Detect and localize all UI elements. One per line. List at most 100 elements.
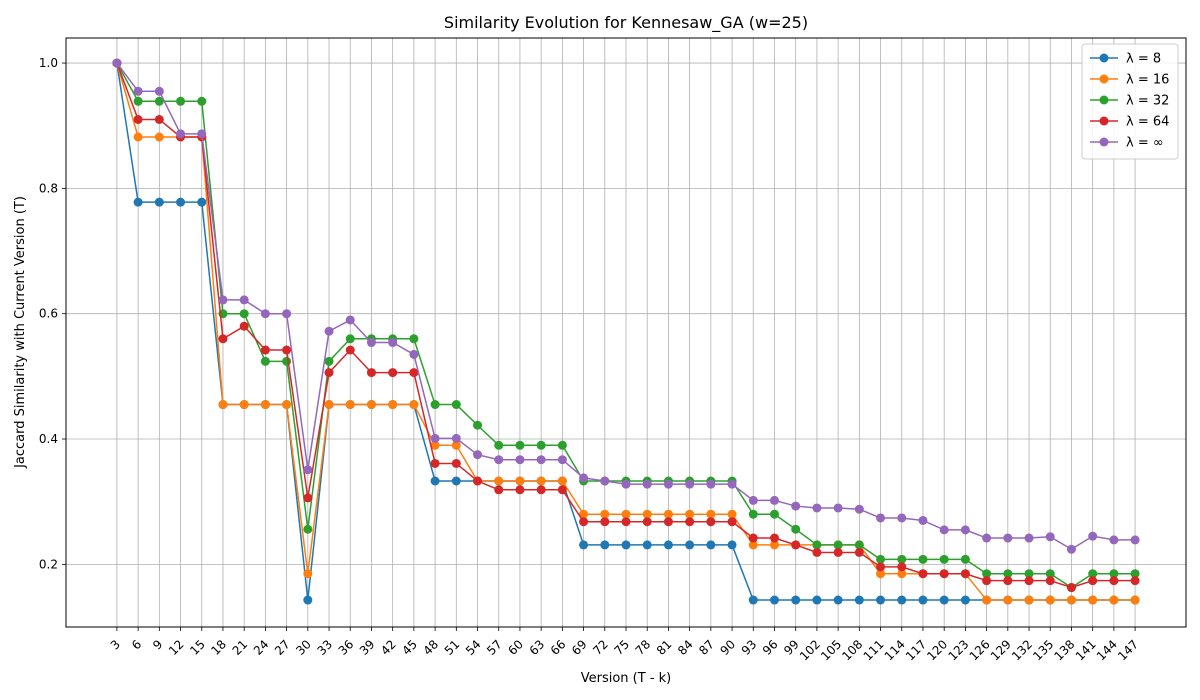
data-point (706, 479, 716, 489)
y-tick-label: 1.0 (39, 56, 58, 70)
legend-item: λ = 64 (1090, 115, 1169, 130)
data-point (897, 554, 907, 564)
legend-marker (1099, 74, 1109, 84)
data-point (748, 595, 758, 605)
x-tick-label: 93 (739, 637, 760, 658)
data-point (1109, 576, 1119, 586)
data-point (706, 509, 716, 519)
data-point (897, 513, 907, 523)
data-point (303, 493, 313, 503)
data-point (663, 479, 673, 489)
data-point (876, 595, 886, 605)
data-point (430, 400, 440, 410)
x-tick-label: 9 (150, 637, 165, 652)
legend-marker (1099, 116, 1109, 126)
x-tick-label: 84 (675, 637, 696, 658)
x-tick-label: 81 (654, 637, 675, 658)
x-tick-label: 144 (1094, 637, 1120, 663)
data-point (812, 595, 822, 605)
data-point (1088, 595, 1098, 605)
data-point (557, 440, 567, 450)
data-point (324, 326, 334, 336)
data-point (1109, 569, 1119, 579)
data-point (727, 540, 737, 550)
data-point (430, 440, 440, 450)
data-point (239, 309, 249, 319)
data-point (1109, 535, 1119, 545)
data-point (812, 503, 822, 513)
data-point (854, 595, 864, 605)
data-point (557, 485, 567, 495)
chart-title: Similarity Evolution for Kennesaw_GA (w=… (444, 13, 808, 33)
x-tick-label: 60 (505, 637, 526, 658)
data-point (324, 368, 334, 378)
data-point (1088, 576, 1098, 586)
data-point (239, 400, 249, 410)
data-point (1003, 533, 1013, 543)
data-point (876, 554, 886, 564)
y-tick-label: 0.8 (39, 181, 58, 195)
data-point (939, 569, 949, 579)
data-point (854, 540, 864, 550)
data-point (642, 479, 652, 489)
data-point (366, 368, 376, 378)
data-point (1003, 569, 1013, 579)
data-point (282, 309, 292, 319)
data-point (154, 114, 164, 124)
data-point (345, 334, 355, 344)
data-point (324, 356, 334, 366)
x-tick-label: 57 (484, 637, 505, 658)
legend-item: λ = 16 (1090, 73, 1169, 88)
x-axis-title: Version (T - k) (581, 671, 672, 686)
data-point (303, 595, 313, 605)
x-tick-label: 27 (272, 637, 293, 658)
x-tick-label: 117 (903, 637, 929, 663)
series-5 (112, 58, 1140, 554)
data-point (939, 595, 949, 605)
data-point (1045, 569, 1055, 579)
data-point (960, 525, 970, 535)
x-tick-label: 12 (166, 637, 187, 658)
x-tick-label: 63 (527, 637, 548, 658)
legend-marker (1099, 95, 1109, 105)
data-point (282, 345, 292, 355)
data-point (345, 345, 355, 355)
data-point (409, 349, 419, 359)
data-point (557, 476, 567, 486)
data-point (685, 517, 695, 527)
data-point (960, 554, 970, 564)
data-point (769, 595, 779, 605)
data-point (1024, 576, 1034, 586)
x-tick-label: 36 (336, 637, 357, 658)
data-point (197, 197, 207, 207)
data-point (133, 86, 143, 96)
data-point (1066, 544, 1076, 554)
data-point (494, 455, 504, 465)
data-point (791, 524, 801, 534)
data-point (218, 400, 228, 410)
data-point (1130, 535, 1140, 545)
data-point (451, 400, 461, 410)
data-point (388, 400, 398, 410)
data-point (918, 569, 928, 579)
x-tick-label: 105 (818, 637, 844, 663)
y-axis-title: Jaccard Similarity with Current Version … (13, 196, 28, 469)
data-point (621, 517, 631, 527)
data-point (345, 400, 355, 410)
x-tick-label: 42 (378, 637, 399, 658)
data-point (918, 595, 928, 605)
data-point (557, 455, 567, 465)
data-point (430, 458, 440, 468)
x-tick-label: 90 (717, 637, 738, 658)
data-point (663, 540, 673, 550)
data-point (812, 547, 822, 557)
data-point (748, 540, 758, 550)
data-point (982, 595, 992, 605)
data-point (133, 197, 143, 207)
data-point (897, 595, 907, 605)
data-point (133, 96, 143, 106)
data-point (260, 400, 270, 410)
data-point (876, 513, 886, 523)
x-tick-label: 45 (399, 637, 420, 658)
